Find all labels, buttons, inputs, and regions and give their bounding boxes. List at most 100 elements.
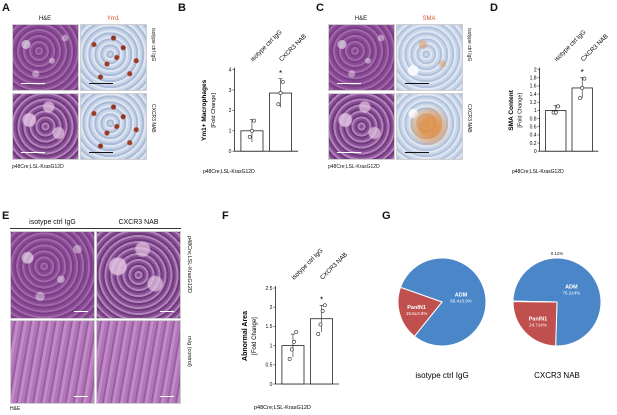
- panel-label-f: F: [222, 210, 229, 222]
- scale-bar: [21, 83, 45, 84]
- panel-e-row-control: m/g (control): [186, 336, 192, 367]
- significance-star: *: [581, 68, 584, 77]
- y-tick-label: 1.6: [530, 84, 537, 90]
- chart-b-genotype: p48Cre;LSL-KrasG12D: [203, 169, 255, 175]
- panel-a-he-nab-image: [12, 93, 79, 160]
- pie-value: 80.4±3.9%: [450, 299, 472, 304]
- panel-a-row-igg: isotype ctrl IgG: [150, 28, 156, 62]
- scale-bar: [160, 396, 174, 397]
- pie-slice: [512, 300, 558, 303]
- panel-a-he-igg-image: [12, 24, 79, 91]
- panel-label-d: D: [490, 2, 498, 14]
- y-tick-label: 3: [229, 88, 232, 94]
- panel-e-row-kras: p48Cre;LSL-KrasG12D: [186, 236, 192, 293]
- scale-bar: [160, 311, 174, 312]
- bar: [545, 110, 567, 152]
- panel-e-stain: H&E: [10, 406, 21, 412]
- pie-slice: [397, 286, 443, 337]
- pie-value: 19.6±3.9%: [406, 311, 428, 316]
- pie-slice: [399, 257, 487, 347]
- pie-label: ADM: [565, 284, 578, 290]
- panel-c-row-igg: isotype ctrl IgG: [466, 28, 472, 62]
- y-tick-label: 0.6: [530, 125, 537, 131]
- y-tick-label: 0.5: [265, 363, 272, 369]
- y-tick-label: 0: [229, 149, 232, 155]
- chart-d: SMA Content [Fold Change] 0 0.2 0.4 0.6 0.8 1…: [508, 29, 609, 175]
- y-tick-label: 2.5: [265, 286, 272, 292]
- y-tick-label: 0.2: [530, 141, 537, 147]
- panel-e-col-igg: isotype ctrl IgG: [29, 219, 76, 226]
- chart-d-ylabel2: [Fold Change]: [518, 93, 524, 128]
- pie-value: 75.2±4%: [562, 290, 580, 295]
- scale-bar: [337, 83, 361, 84]
- panel-e-control-igg-image: [10, 320, 95, 404]
- panel-a-col-he: H&E: [38, 16, 52, 22]
- data-point: [294, 330, 299, 335]
- data-point: [280, 79, 285, 84]
- y-tick-label: 0: [270, 382, 273, 388]
- y-tick-label: 0: [534, 149, 537, 155]
- panel-label-c: C: [316, 2, 324, 14]
- data-point: [287, 357, 292, 361]
- scale-bar: [74, 311, 88, 312]
- panel-a-ym1-nab-image: [80, 93, 147, 160]
- chart-f-ylabel2: [Fold Change]: [252, 317, 258, 355]
- data-point: [289, 347, 294, 352]
- scale-bar: [405, 152, 429, 153]
- y-tick-label: 1.5: [265, 324, 272, 330]
- chart-d-ylabel: SMA Content: [508, 89, 515, 130]
- data-point: [582, 76, 587, 81]
- scale-bar: [74, 396, 88, 397]
- pie-value: 24.7±4%: [529, 322, 547, 327]
- data-point: [318, 322, 323, 327]
- y-tick-label: 1: [534, 108, 537, 114]
- data-point: [553, 110, 558, 115]
- chart-b-ylabel2: [Fold Change]: [211, 93, 217, 128]
- significance-star: *: [320, 295, 323, 304]
- data-point: [556, 104, 560, 109]
- data-point: [247, 135, 252, 139]
- y-tick-label: 1.2: [530, 100, 537, 106]
- scale-bar: [21, 152, 45, 153]
- panel-c-he-igg-image: [328, 24, 395, 91]
- y-tick-label: 0.4: [530, 133, 537, 139]
- panel-label-b: B: [178, 2, 186, 14]
- data-point: [322, 303, 327, 308]
- pie-title: isotype ctrl IgG: [415, 371, 468, 380]
- significance-star: *: [279, 69, 282, 78]
- pie-label: PanIN1: [407, 305, 426, 311]
- category-label: CXCR3 NAB: [319, 251, 349, 281]
- category-label: CXCR3 NAB: [278, 33, 308, 63]
- panel-c-col-he: H&E: [354, 16, 368, 22]
- chart-f-genotype: p48Cre;LSL-KrasG12D: [254, 405, 311, 411]
- scale-bar: [89, 152, 113, 153]
- panel-label-g: G: [382, 210, 391, 222]
- data-point: [292, 339, 296, 344]
- data-point: [320, 309, 325, 313]
- panel-label-a: A: [2, 2, 10, 14]
- panel-c-sma-nab-image: [396, 93, 463, 160]
- data-point: [316, 332, 321, 336]
- panel-c-genotype: p48Cre;LSL-KrasG12D: [328, 164, 380, 170]
- pie-label: Other: [550, 250, 566, 251]
- panel-e-col-nab: CXCR3 NAB: [118, 219, 159, 226]
- data-point: [580, 86, 585, 90]
- panel-c-sma-igg-image: [396, 24, 463, 91]
- y-tick-label: 2: [534, 67, 537, 73]
- y-tick-label: 1: [229, 129, 232, 135]
- scale-bar: [89, 83, 113, 84]
- pie-value: 0.11%: [551, 251, 563, 256]
- chart-d-genotype: p48Cre;LSL-KrasG12D: [512, 169, 564, 175]
- data-point: [276, 102, 281, 107]
- panel-c-col-sma: SMA: [422, 16, 436, 22]
- panel-a-col-ym1: Ym1: [106, 16, 120, 22]
- panel-e-header-rule: [10, 228, 181, 229]
- panel-a-ym1-igg-image: [80, 24, 147, 91]
- pie-label: ADM: [455, 293, 468, 299]
- y-tick-label: 2: [270, 305, 273, 311]
- panel-e-kras-igg-image: [10, 231, 95, 319]
- scale-bar: [337, 152, 361, 153]
- data-point: [250, 128, 254, 133]
